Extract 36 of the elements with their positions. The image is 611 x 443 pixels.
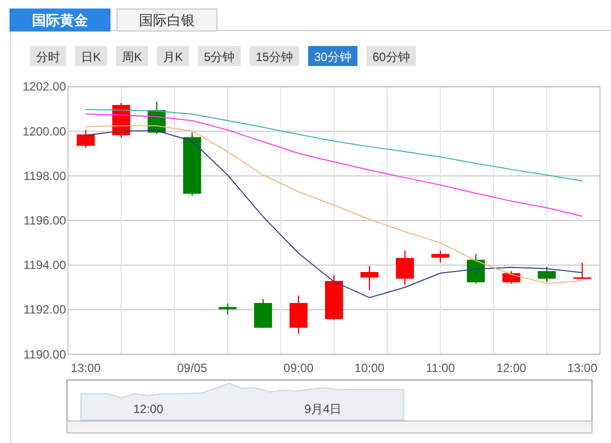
candlestick (538, 266, 556, 283)
x-tick-label: 11:00 (426, 361, 456, 375)
x-tick-label: 09:00 (284, 361, 314, 375)
text: 日K (81, 50, 102, 64)
x-tick-label: 10:00 (354, 361, 385, 375)
candlestick (218, 302, 237, 315)
candlestick (396, 250, 414, 286)
y-tick-label: 1198.00 (24, 168, 66, 183)
candlestick (360, 265, 378, 291)
text: 分时 (36, 50, 60, 64)
text: 5分钟 (204, 50, 235, 64)
y-tick-label: 1202.00 (22, 80, 66, 94)
y-tick-label: 1192.00 (24, 302, 66, 317)
line-series (85, 108, 583, 182)
y-tick-label: 1194.00 (24, 258, 66, 272)
y-tick-label: 1190.00 (24, 347, 66, 362)
candlestick (431, 250, 450, 264)
text: 30分钟 (314, 50, 352, 64)
y-tick-label: 1196.00 (24, 214, 66, 228)
x-tick-label: 12:00 (496, 361, 527, 375)
text: 国际黄金 (32, 12, 89, 28)
candlestick (502, 270, 520, 284)
text: 周K (122, 50, 142, 64)
text: 国际白银 (139, 12, 195, 28)
candlestick (76, 129, 95, 148)
text: 15分钟 (256, 50, 294, 64)
x-tick-label: 13:00 (567, 361, 598, 375)
text: 月K (163, 50, 184, 64)
y-tick-label: 1200.00 (22, 124, 66, 138)
candlestick (573, 262, 592, 280)
x-tick-label: 09/05 (177, 361, 208, 375)
candlestick (466, 253, 485, 284)
text: 60分钟 (372, 50, 410, 64)
x-tick-label: 9月4日 (304, 402, 342, 416)
x-tick-label: 13:00 (70, 361, 102, 375)
x-tick-label: 12:00 (133, 402, 164, 416)
